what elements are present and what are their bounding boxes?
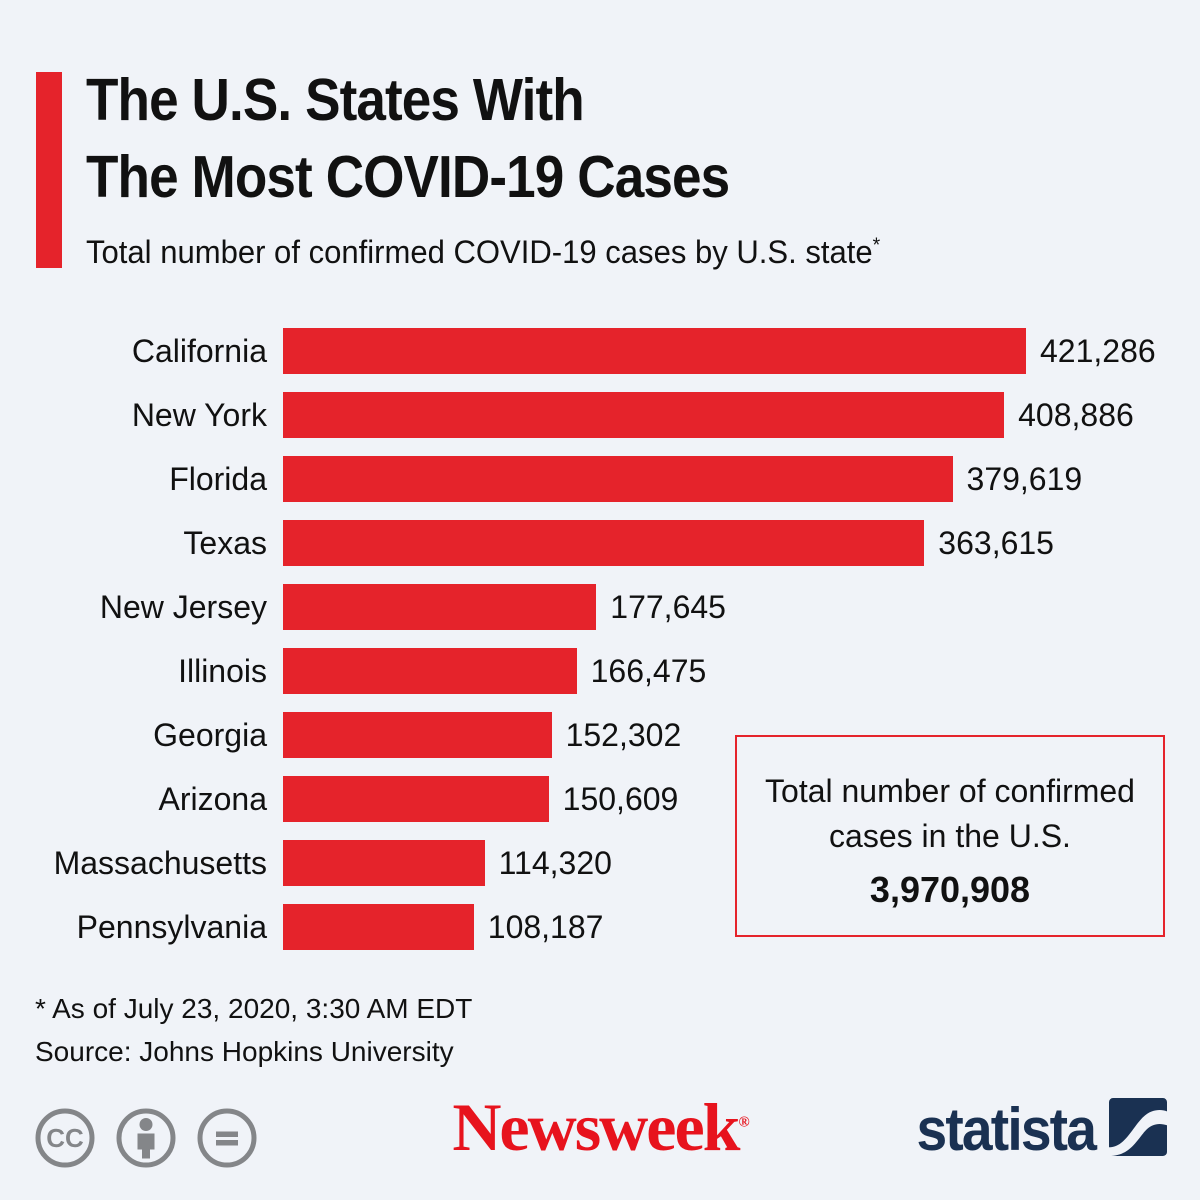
bar-row: Pennsylvania 108,187 [30,904,1165,950]
bar-track: 379,619 [283,456,1165,502]
license-icons: CC [33,1106,259,1175]
bar-value: 108,187 [487,908,604,945]
bar-value: 166,475 [590,652,707,689]
page-subtitle: Total number of confirmed COVID-19 cases… [86,234,881,270]
bar-row: California 421,286 [30,328,1165,374]
bar-row: Florida 379,619 [30,456,1165,502]
bar-value: 379,619 [966,460,1083,497]
page-title: The U.S. States With The Most COVID-19 C… [86,62,730,216]
registered-mark: ® [738,1114,749,1131]
bar [283,520,925,566]
statista-wordmark: statista [916,1095,1096,1163]
bar-chart: California 421,286 New York 408,886 Florida 3… [30,328,1165,968]
no-derivatives-icon [195,1106,259,1175]
bar-value: 421,286 [1039,332,1156,369]
bar-label: Arizona [158,780,268,817]
bar [283,392,1005,438]
bar-track: 363,615 [283,520,1165,566]
bar-label: Florida [169,460,267,497]
bar-track: 150,609 [283,776,1165,822]
bar-row: New York 408,886 [30,392,1165,438]
bar-label: Texas [183,524,267,561]
bar [283,584,597,630]
statista-logo: statista [901,1098,1167,1161]
bar-track: 108,187 [283,904,1165,950]
bar-row: Texas 363,615 [30,520,1165,566]
total-box-line-1: Total number of confirmed [765,773,1135,809]
bar [283,648,577,694]
bar-value: 150,609 [562,780,679,817]
bar-label: Massachusetts [53,844,267,881]
bar [283,456,953,502]
bar-track: 421,286 [283,328,1165,374]
footnote-date: * As of July 23, 2020, 3:30 AM EDT [35,993,473,1024]
newsweek-logo: Newsweek® [452,1089,749,1165]
attribution-icon [114,1106,178,1175]
bar-value: 363,615 [938,524,1054,561]
bar-track: 408,886 [283,392,1165,438]
footnote-source: Source: Johns Hopkins University [35,1036,454,1067]
bar-track: 152,302 [283,712,1165,758]
bar-value: 152,302 [565,716,682,753]
bar-label: Georgia [153,716,267,753]
bar-value: 177,645 [610,588,726,625]
cc-license-icon: CC [33,1106,97,1175]
bar [283,904,474,950]
title-accent-bar [36,72,62,268]
total-box: Total number of confirmed cases in the U… [735,735,1165,937]
total-box-value: 3,970,908 [869,869,1031,910]
title-line-2: The Most COVID-19 Cases [86,144,730,210]
bar-value: 408,886 [1018,396,1134,433]
bar-row: Arizona 150,609 [30,776,1165,822]
bar-label: New York [131,396,267,433]
bar-track: 166,475 [283,648,1165,694]
bar-label: New Jersey [99,588,267,625]
bar-value: 114,320 [498,844,612,881]
bar-track: 177,645 [283,584,1165,630]
bar-track: 114,320 [283,840,1165,886]
bar-label: Illinois [178,652,267,689]
title-line-1: The U.S. States With [86,67,585,133]
bar [283,840,485,886]
bar [283,712,552,758]
bar-label: California [131,332,267,369]
bar-row: Georgia 152,302 [30,712,1165,758]
bar [283,328,1026,374]
bar-label: Pennsylvania [76,908,267,945]
bar-row: Massachusetts 114,320 [30,840,1165,886]
bar-row: Illinois 166,475 [30,648,1165,694]
bar [283,776,549,822]
svg-text:CC: CC [46,1123,84,1153]
footnote-marker: * [872,234,881,257]
statista-logo-icon [1109,1098,1167,1161]
bar-row: New Jersey 177,645 [30,584,1165,630]
total-box-line-2: cases in the U.S. [829,818,1071,854]
